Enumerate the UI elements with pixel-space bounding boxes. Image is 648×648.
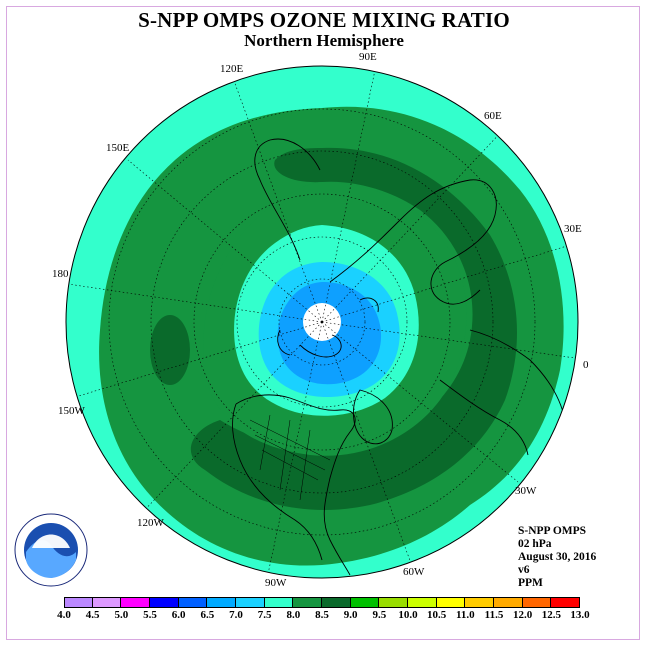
map-subtitle: Northern Hemisphere — [244, 31, 404, 50]
colorbar-tick-label: 5.5 — [143, 609, 157, 621]
colorbar-tick-label: 9.5 — [372, 609, 387, 621]
lon-label-90w: 90W — [265, 577, 287, 589]
lon-label-60w: 60W — [403, 566, 425, 578]
colorbar-swatch — [92, 597, 122, 608]
colorbar-swatch — [322, 597, 351, 608]
info-version: v6 — [518, 564, 530, 576]
band-8-5 — [190, 147, 518, 510]
colorbar-swatch — [121, 597, 150, 608]
colorbar-swatch — [408, 597, 437, 608]
latitude-circles — [108, 108, 536, 536]
colorbar-swatch — [150, 597, 179, 608]
meridians — [67, 69, 576, 575]
colorbar-swatch — [293, 597, 322, 608]
info-level: 02 hPa — [518, 538, 552, 550]
lon-label-180: 180 — [52, 268, 69, 280]
colorbar-swatch — [64, 597, 93, 608]
colorbar-swatch — [350, 597, 380, 608]
colorbar-tick-label: 12.0 — [513, 609, 533, 621]
info-units: PPM — [518, 577, 543, 589]
lon-label-150e: 150E — [106, 142, 130, 154]
colorbar-tick-label: 8.0 — [286, 609, 301, 621]
colorbar-tick-label: 10.0 — [398, 609, 418, 621]
lon-label-0: 0 — [583, 359, 589, 371]
colorbar-swatch — [436, 597, 466, 608]
colorbar-tick-label: 13.0 — [570, 609, 590, 621]
colorbar-swatch — [465, 597, 494, 608]
state-borders — [249, 414, 331, 501]
map-boundary — [65, 65, 579, 579]
colorbar-swatch — [379, 597, 408, 608]
colorbar-tick-label: 4.5 — [85, 609, 100, 621]
noaa-logo — [14, 513, 88, 587]
lon-label-90e: 90E — [359, 51, 377, 63]
ozone-field — [66, 66, 578, 578]
colorbar-tick-label: 11.0 — [456, 609, 475, 621]
colorbar-swatch — [264, 597, 294, 608]
colorbar-tick-label: 11.5 — [484, 609, 504, 621]
colorbar-tick-label: 6.0 — [171, 609, 186, 621]
colorbar-swatch — [522, 597, 552, 608]
colorbar-swatch — [178, 597, 208, 608]
colorbar-tick-label: 7.5 — [257, 609, 272, 621]
lon-label-120e: 120E — [220, 63, 244, 75]
map-title: S-NPP OMPS OZONE MIXING RATIO — [138, 8, 510, 32]
colorbar-tick-label: 5.0 — [114, 609, 129, 621]
colorbar-swatch — [551, 597, 580, 608]
lon-label-30e: 30E — [564, 223, 582, 235]
coastlines — [232, 138, 567, 576]
lon-label-150w: 150W — [58, 405, 85, 417]
colorbar-tick-label: 7.0 — [229, 609, 243, 621]
colorbar — [64, 597, 580, 608]
colorbar-tick-label: 6.5 — [200, 609, 215, 621]
info-date: August 30, 2016 — [518, 551, 597, 563]
info-product: S-NPP OMPS — [518, 525, 587, 537]
lon-label-120w: 120W — [137, 517, 164, 529]
colorbar-tick-label: 9.0 — [343, 609, 358, 621]
colorbar-tick-label: 4.0 — [57, 609, 71, 621]
colorbar-swatch — [207, 597, 236, 608]
lon-label-30w: 30W — [515, 485, 537, 497]
colorbar-tick-label: 12.5 — [541, 609, 561, 621]
colorbar-tick-label: 10.5 — [427, 609, 447, 621]
figure-frame — [6, 6, 640, 640]
colorbar-tick-label: 8.5 — [315, 609, 329, 621]
colorbar-swatch — [236, 597, 265, 608]
colorbar-swatch — [494, 597, 523, 608]
lon-label-60e: 60E — [484, 110, 502, 122]
patch-8-5-west — [150, 315, 190, 385]
